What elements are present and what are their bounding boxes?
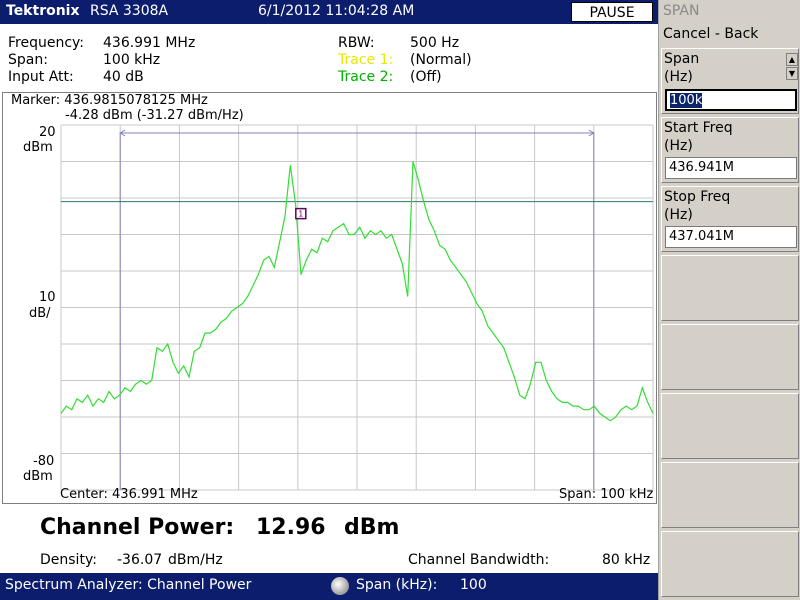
channel-power-label: Channel Power: xyxy=(40,515,235,540)
center-freq-label: Center: 436.991 MHz xyxy=(60,487,198,502)
title-bar: Tektronix RSA 3308A 6/1/2012 11:04:28 AM… xyxy=(0,0,658,24)
span-menu-item[interactable]: Span (Hz) ▲ ▼ 100k xyxy=(661,48,799,114)
frequency-label: Frequency: xyxy=(8,35,85,51)
start-freq-label: Start Freq (Hz) xyxy=(664,120,733,154)
bottom-unit-label: dBm xyxy=(23,469,53,484)
marker-symbol: 1 xyxy=(295,207,307,220)
span-label: Span: xyxy=(8,52,48,68)
spin-down-icon[interactable]: ▼ xyxy=(786,67,798,80)
stop-freq-input[interactable]: 437.041M xyxy=(665,226,797,248)
status-bar: Spectrum Analyzer: Channel Power Span (k… xyxy=(0,573,658,600)
knob-label: Span (kHz): xyxy=(356,577,438,593)
empty-menu-button-6[interactable] xyxy=(661,393,799,459)
bandwidth-label: Channel Bandwidth: xyxy=(408,552,550,568)
trace2-label: Trace 2: xyxy=(338,69,394,85)
model-name: RSA 3308A xyxy=(90,3,169,19)
density-label: Density: xyxy=(40,552,97,568)
ref-level-label: 20 xyxy=(39,125,56,140)
cancel-back-button[interactable]: Cancel - Back xyxy=(663,26,759,42)
scale-value-label: 10 xyxy=(39,290,56,305)
stop-freq-label: Stop Freq (Hz) xyxy=(664,189,731,223)
span-value: 100 kHz xyxy=(103,52,161,68)
side-menu-panel: SPAN Cancel - Back Span (Hz) ▲ ▼ 100k Sta… xyxy=(658,0,800,600)
knob-icon[interactable] xyxy=(331,577,349,595)
trace2-value: (Off) xyxy=(410,69,442,85)
marker-readout-level: -4.28 dBm (-31.27 dBm/Hz) xyxy=(65,108,244,123)
bandwidth-arrow-left xyxy=(119,129,126,137)
stop-freq-menu-item[interactable]: Stop Freq (Hz) 437.041M xyxy=(661,186,799,252)
channel-power-unit: dBm xyxy=(344,515,400,540)
empty-menu-button-5[interactable] xyxy=(661,324,799,390)
spectrum-plot-frame: 1 Marker: 436.9815078125 MHz -4.28 dBm (… xyxy=(2,92,657,504)
frequency-value: 436.991 MHz xyxy=(103,35,196,51)
channel-power-value: 12.96 xyxy=(256,515,326,540)
spin-up-icon[interactable]: ▲ xyxy=(786,53,798,66)
spectrum-trace xyxy=(60,161,654,422)
knob-value: 100 xyxy=(460,577,487,593)
rbw-label: RBW: xyxy=(338,35,375,51)
brand-logo: Tektronix xyxy=(6,3,80,19)
rbw-value: 500 Hz xyxy=(410,35,460,51)
empty-menu-button-4[interactable] xyxy=(661,255,799,321)
input-att-value: 40 dB xyxy=(103,69,144,85)
marker-box xyxy=(295,207,307,220)
marker-readout-freq: Marker: 436.9815078125 MHz xyxy=(11,93,208,108)
ref-unit-label: dBm xyxy=(23,140,53,155)
bandwidth-value: 80 kHz xyxy=(602,552,651,568)
input-att-label: Input Att: xyxy=(8,69,74,85)
bandwidth-arrow-right xyxy=(588,129,595,137)
empty-menu-button-7[interactable] xyxy=(661,462,799,528)
span-footer-label: Span: 100 kHz xyxy=(559,487,654,502)
density-unit: dBm/Hz xyxy=(168,552,223,568)
mode-label: Spectrum Analyzer: Channel Power xyxy=(5,577,252,593)
trace1-value: (Normal) xyxy=(410,52,472,68)
marker-number: 1 xyxy=(298,210,303,219)
date-time: 6/1/2012 11:04:28 AM xyxy=(258,3,415,19)
menu-title: SPAN xyxy=(663,3,700,19)
spectrum-plot: 1 xyxy=(60,124,654,491)
span-input[interactable]: 100k xyxy=(665,89,797,111)
pause-button[interactable]: PAUSE xyxy=(571,2,653,22)
start-freq-input[interactable]: 436.941M xyxy=(665,157,797,179)
density-value: -36.07 xyxy=(117,552,163,568)
empty-menu-button-8[interactable] xyxy=(661,531,799,597)
plot-grid xyxy=(60,124,654,491)
trace1-label: Trace 1: xyxy=(338,52,394,68)
span-menu-label: Span (Hz) xyxy=(664,51,700,85)
scale-unit-label: dB/ xyxy=(29,306,51,321)
start-freq-menu-item[interactable]: Start Freq (Hz) 436.941M xyxy=(661,117,799,183)
bottom-level-label: -80 xyxy=(33,454,55,469)
